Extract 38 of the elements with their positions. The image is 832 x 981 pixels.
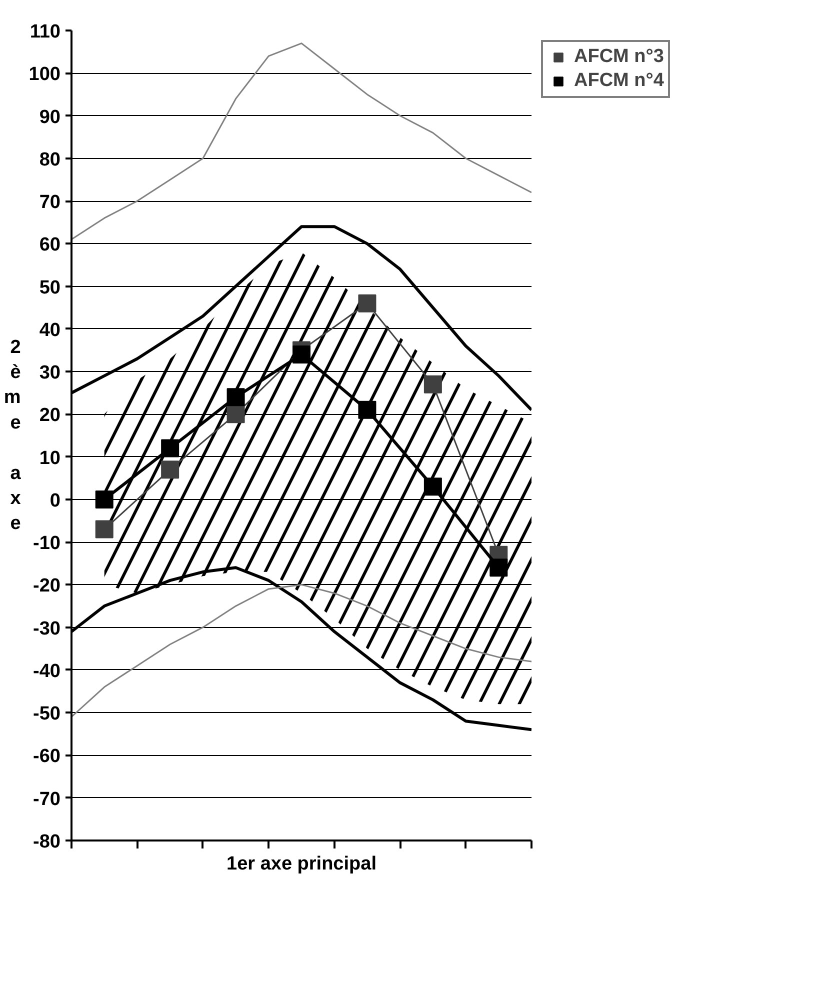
point: [161, 439, 180, 458]
y-tick-label: -40: [33, 660, 61, 682]
y-tick-label: -20: [33, 576, 61, 597]
y-tick-label: 50: [39, 277, 61, 298]
y-tick-label: -60: [33, 746, 61, 768]
point: [226, 405, 245, 424]
x-axis-title: 1er axe principal: [226, 854, 376, 874]
y-tick-label: 10: [39, 448, 61, 469]
y-tick-label: -10: [33, 533, 61, 554]
line-series: [72, 584, 532, 718]
point: [226, 388, 245, 406]
point: [95, 490, 114, 508]
y-tick-label: 110: [30, 22, 61, 42]
legend-label: AFCM n°3: [574, 46, 664, 68]
y-tick-label: 20: [39, 405, 61, 426]
y-tick-label: 60: [39, 234, 61, 256]
text: 2ème axe: [4, 336, 21, 534]
point: [292, 346, 310, 364]
y-tick-label: 100: [28, 64, 60, 86]
y-tick-label: 40: [39, 320, 61, 341]
point: [358, 294, 376, 312]
point: [358, 400, 376, 419]
point: [424, 478, 442, 496]
y-tick-label: -30: [33, 618, 61, 640]
y-tick-label: 0: [50, 490, 61, 512]
y-tick-label: 30: [39, 362, 61, 384]
line-series: [72, 42, 532, 240]
point: [490, 558, 508, 577]
y-tick-label: 90: [39, 106, 61, 128]
y-tick-label: -80: [33, 832, 61, 852]
y-tick-label: -70: [33, 788, 61, 810]
point: [95, 520, 114, 538]
point: [161, 460, 180, 479]
legend-label: AFCM n°4: [574, 70, 664, 92]
y-tick-label: 70: [39, 192, 61, 214]
point: [424, 375, 442, 394]
y-tick-label: -50: [33, 704, 61, 725]
y-tick-label: 80: [39, 149, 61, 170]
